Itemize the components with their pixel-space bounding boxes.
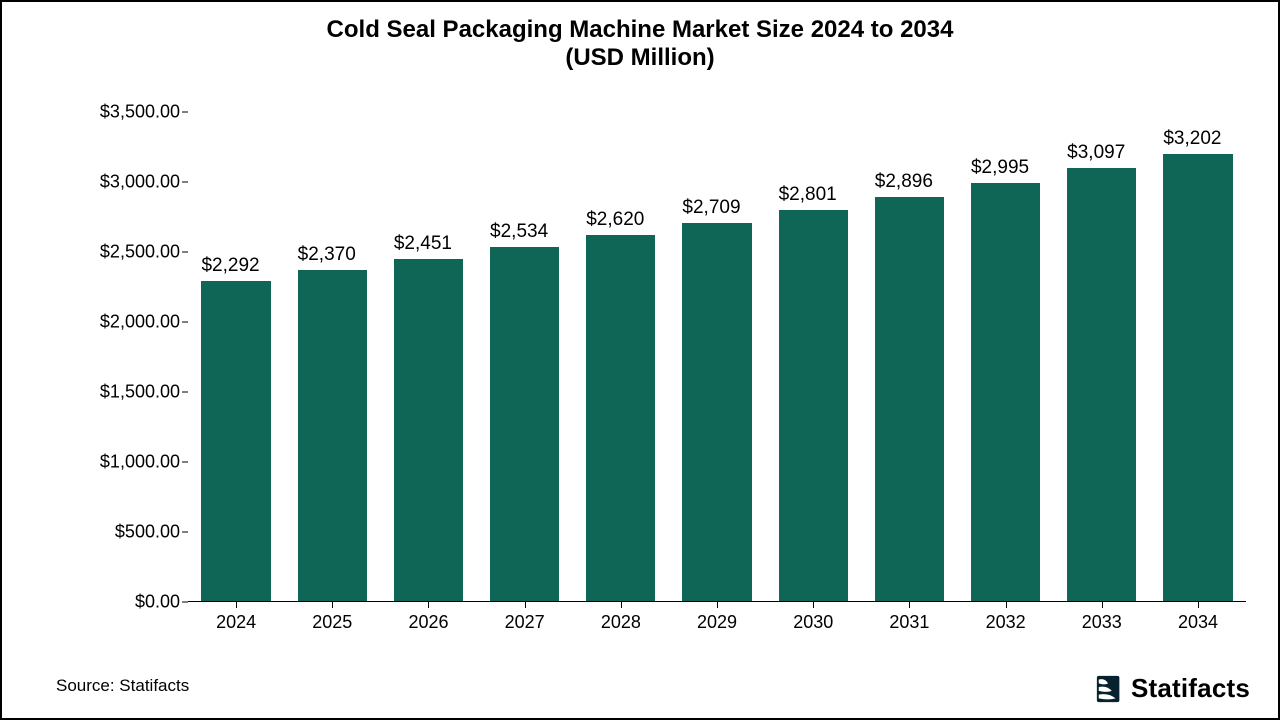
bar-slot: $2,6202028 [573,112,669,602]
x-tick-mark [332,602,333,608]
bar-value-label: $2,534 [490,221,548,243]
source-attribution: Source: Statifacts [56,676,189,696]
bar: $3,097 [1067,168,1136,602]
bar-value-label: $2,801 [779,184,837,206]
y-tick-label: $0.00 [135,592,180,613]
x-tick-mark [1006,602,1007,608]
x-tick-mark [909,602,910,608]
x-tick-label: 2027 [505,612,545,633]
x-tick-mark [1102,602,1103,608]
bar: $2,451 [394,259,463,602]
bar-slot: $2,7092029 [669,112,765,602]
bar-value-label: $2,451 [394,233,452,255]
bar-slot: $2,3702025 [284,112,380,602]
chart-plot-area: $0.00$500.00$1,000.00$1,500.00$2,000.00$… [188,112,1246,602]
x-tick-label: 2034 [1178,612,1218,633]
x-tick-label: 2029 [697,612,737,633]
x-tick-mark [236,602,237,608]
bar-slot: $2,9952032 [958,112,1054,602]
bar-slot: $3,2022034 [1150,112,1246,602]
x-tick-label: 2026 [408,612,448,633]
bar-slot: $2,5342027 [477,112,573,602]
bar-slot: $2,8962031 [861,112,957,602]
statifacts-icon [1095,674,1125,704]
bar: $3,202 [1163,154,1232,602]
y-axis: $0.00$500.00$1,000.00$1,500.00$2,000.00$… [78,112,188,602]
x-tick-label: 2030 [793,612,833,633]
chart-title-line1: Cold Seal Packaging Machine Market Size … [2,16,1278,44]
x-tick-label: 2025 [312,612,352,633]
brand-name: Statifacts [1131,673,1250,704]
x-tick-label: 2028 [601,612,641,633]
y-tick-label: $2,500.00 [100,242,180,263]
bar-value-label: $2,995 [971,157,1029,179]
x-tick-mark [717,602,718,608]
chart-frame: Cold Seal Packaging Machine Market Size … [0,0,1280,720]
x-tick-label: 2032 [986,612,1026,633]
bar-value-label: $2,896 [875,171,933,193]
x-tick-label: 2033 [1082,612,1122,633]
bar-slot: $2,2922024 [188,112,284,602]
x-tick-mark [525,602,526,608]
x-tick-mark [428,602,429,608]
bar: $2,995 [971,183,1040,602]
bar: $2,801 [779,210,848,602]
x-tick-label: 2024 [216,612,256,633]
y-tick-label: $1,000.00 [100,452,180,473]
bar-slot: $3,0972033 [1054,112,1150,602]
bar-slot: $2,4512026 [380,112,476,602]
bar: $2,709 [682,223,751,602]
x-axis-line [188,601,1246,602]
y-tick-label: $2,000.00 [100,312,180,333]
bar-value-label: $2,292 [201,255,259,277]
chart-title-block: Cold Seal Packaging Machine Market Size … [2,2,1278,72]
bars-container: $2,2922024$2,3702025$2,4512026$2,5342027… [188,112,1246,602]
chart-footer: Source: Statifacts Statifacts [2,662,1278,718]
y-tick-label: $1,500.00 [100,382,180,403]
y-tick-label: $3,000.00 [100,172,180,193]
x-tick-mark [1198,602,1199,608]
bar: $2,534 [490,247,559,602]
bar-value-label: $3,097 [1067,142,1125,164]
x-tick-mark [621,602,622,608]
bar-value-label: $2,709 [682,197,740,219]
bar-value-label: $2,620 [586,209,644,231]
plot: $2,2922024$2,3702025$2,4512026$2,5342027… [188,112,1246,602]
bar: $2,620 [586,235,655,602]
y-tick-label: $3,500.00 [100,102,180,123]
bar: $2,292 [201,281,270,602]
x-tick-mark [813,602,814,608]
chart-title-line2: (USD Million) [2,44,1278,72]
brand-logo: Statifacts [1095,673,1250,704]
x-tick-label: 2031 [889,612,929,633]
y-tick-label: $500.00 [115,522,180,543]
bar-slot: $2,8012030 [765,112,861,602]
bar: $2,370 [298,270,367,602]
bar-value-label: $3,202 [1163,128,1221,150]
bar: $2,896 [875,197,944,602]
bar-value-label: $2,370 [298,244,356,266]
